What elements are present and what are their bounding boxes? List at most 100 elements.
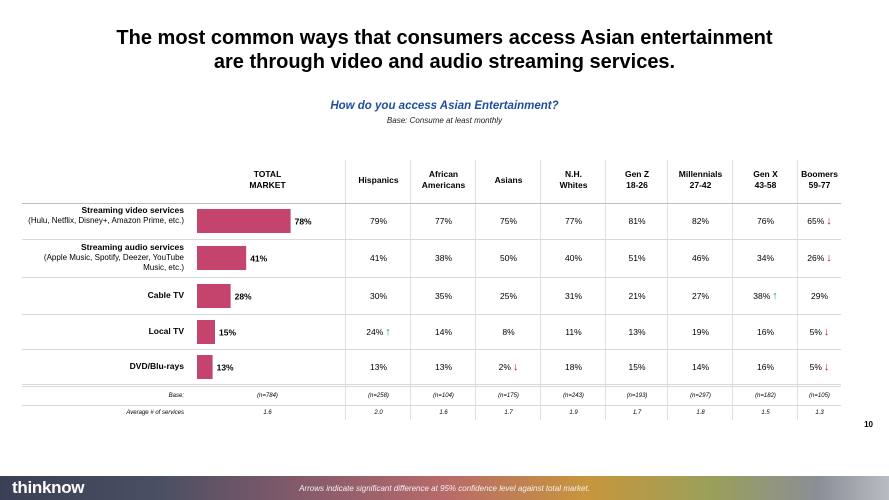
column-divider bbox=[475, 160, 476, 420]
column-divider bbox=[797, 160, 798, 420]
row-label: Cable TV bbox=[22, 290, 184, 301]
bar-value-label: 13% bbox=[217, 363, 234, 373]
column-header-line: N.H. bbox=[565, 169, 582, 179]
cell-value: 13% bbox=[369, 362, 387, 372]
base-cell: (n=243) bbox=[563, 393, 584, 399]
table-cell: 81% bbox=[606, 215, 668, 227]
table-cell: 24% ↑ bbox=[348, 326, 410, 338]
column-header: African Americans bbox=[411, 160, 476, 200]
bar-value-label: 78% bbox=[295, 217, 312, 227]
bar-value-label: 28% bbox=[235, 292, 252, 302]
cell-value: 30% bbox=[369, 291, 387, 301]
cell-value: 46% bbox=[691, 253, 709, 263]
column-header-line: 43-58 bbox=[754, 180, 777, 190]
table-cell: 38% bbox=[413, 252, 475, 264]
table-cell: 30% bbox=[348, 290, 410, 302]
bar bbox=[197, 246, 247, 270]
cell-value: 51% bbox=[628, 253, 646, 263]
average-cell: 2.0 bbox=[374, 410, 383, 416]
cell-value: 14% bbox=[434, 327, 452, 337]
table-cell: 14% bbox=[670, 361, 732, 373]
column-header-line: Americans bbox=[421, 180, 466, 190]
footnote: Arrows indicate significant difference a… bbox=[299, 484, 590, 493]
average-cell: 1.7 bbox=[632, 410, 642, 416]
cell-value: 38% bbox=[753, 291, 771, 301]
table-cell: 13% bbox=[348, 361, 410, 373]
cell-value: 75% bbox=[499, 216, 517, 226]
column-divider bbox=[540, 160, 541, 420]
cell-value: 16% bbox=[756, 362, 774, 372]
base-cell: (n=175) bbox=[498, 393, 519, 399]
table-cell: 14% bbox=[413, 326, 475, 338]
column-header-text: Gen X 43-58 bbox=[753, 169, 778, 191]
table-cell: 27% bbox=[670, 290, 732, 302]
row-label-main: Streaming video services bbox=[81, 205, 184, 215]
cell-value: 79% bbox=[369, 216, 387, 226]
cell-value: 5% bbox=[809, 362, 822, 372]
bar bbox=[197, 284, 231, 308]
table-cell: 40% bbox=[543, 252, 605, 264]
average-cell: 1.9 bbox=[569, 410, 578, 416]
cell-value: 13% bbox=[628, 327, 646, 337]
column-divider bbox=[410, 160, 411, 420]
table-cell: 5% ↓ bbox=[789, 326, 851, 338]
table-cell: 18% bbox=[543, 361, 605, 373]
column-header-line: Boomers bbox=[801, 169, 838, 179]
table-cell: 16% bbox=[735, 326, 797, 338]
row-label: Streaming video services (Hulu, Netflix, … bbox=[22, 205, 184, 226]
table-cell: 82% bbox=[670, 215, 732, 227]
row-divider bbox=[22, 349, 841, 350]
column-header: TOTAL MARKET bbox=[190, 160, 345, 200]
table-cell: 2% ↓ bbox=[478, 361, 540, 373]
base-cell: (n=193) bbox=[626, 393, 648, 399]
cell-value: 34% bbox=[756, 253, 774, 263]
table-cell: 13% bbox=[413, 361, 475, 373]
cell-value: 35% bbox=[434, 291, 452, 301]
table-cell: 77% bbox=[413, 215, 475, 227]
base-note: Base: Consume at least monthly bbox=[386, 116, 503, 125]
row-label: DVD/Blu-rays bbox=[22, 361, 184, 372]
column-header: Hispanics bbox=[346, 160, 411, 200]
bar bbox=[197, 209, 291, 233]
base-cell: (n=784) bbox=[257, 393, 278, 399]
chart-question: How do you access Asian Entertainment? bbox=[330, 100, 559, 112]
cell-value: 21% bbox=[628, 291, 646, 301]
table-cell: 65% ↓ bbox=[789, 215, 851, 227]
bar-value-label: 41% bbox=[250, 254, 267, 264]
column-header: N.H. Whites bbox=[541, 160, 606, 200]
column-header-text: Asians bbox=[495, 175, 523, 186]
arrow-down-icon: ↓ bbox=[826, 215, 832, 227]
base-cell: (n=297) bbox=[690, 393, 711, 399]
column-header-line: 27-42 bbox=[689, 180, 712, 190]
arrow-down-icon: ↓ bbox=[826, 252, 832, 264]
arrow-down-icon: ↓ bbox=[823, 326, 830, 338]
footer-row-divider bbox=[22, 405, 841, 406]
row-divider bbox=[22, 314, 841, 315]
column-header-line: Whites bbox=[559, 180, 588, 190]
column-header: Gen X 43-58 bbox=[733, 160, 798, 200]
table-cell: 79% bbox=[348, 215, 410, 227]
bar bbox=[197, 320, 215, 344]
column-header-text: African Americans bbox=[422, 169, 465, 191]
cell-value: 65% bbox=[807, 216, 825, 226]
footer-band bbox=[0, 476, 889, 500]
footer-row-divider bbox=[22, 386, 841, 387]
column-header: Boomers 59-77 bbox=[798, 160, 841, 200]
cell-value: 14% bbox=[691, 362, 709, 372]
column-header-line: African bbox=[428, 169, 459, 179]
column-header: Asians bbox=[476, 160, 541, 200]
title-line-1: The most common ways that consumers acce… bbox=[116, 27, 773, 49]
arrow-down-icon: ↓ bbox=[512, 361, 519, 373]
title-line-2: are through video and audio streaming se… bbox=[213, 51, 676, 73]
cell-value: 19% bbox=[691, 327, 709, 337]
page-title: The most common ways that consumers acce… bbox=[0, 26, 889, 74]
column-header-text: TOTAL MARKET bbox=[249, 169, 285, 191]
average-cell: 1.6 bbox=[263, 410, 272, 416]
column-header-text: Hispanics bbox=[358, 175, 398, 186]
column-header-line: TOTAL bbox=[253, 169, 282, 179]
cell-value: 76% bbox=[756, 216, 774, 226]
average-cell: 1.5 bbox=[761, 410, 770, 416]
cell-value: 8% bbox=[502, 327, 515, 337]
row-label-main: Streaming audio services bbox=[81, 242, 184, 252]
